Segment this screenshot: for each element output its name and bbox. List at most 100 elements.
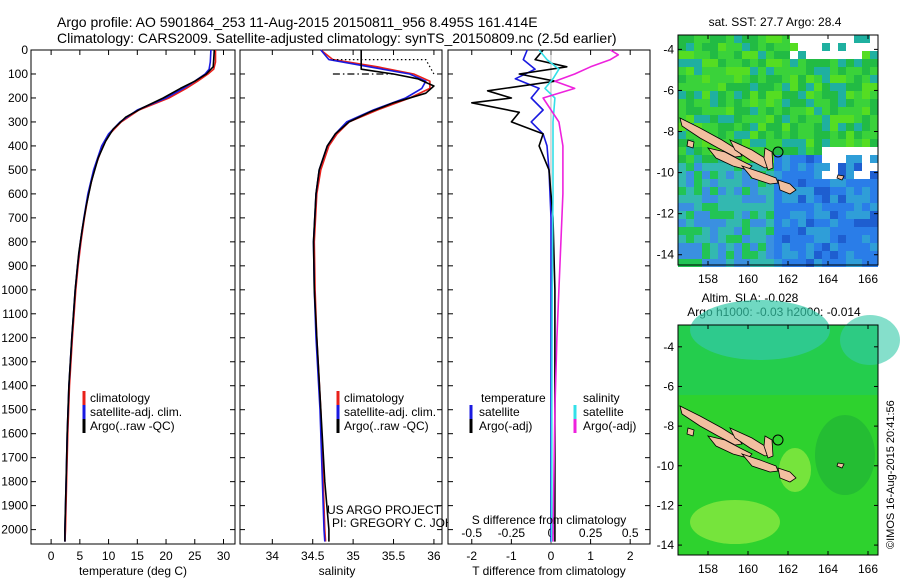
sst-cell bbox=[750, 91, 758, 99]
sst-cell bbox=[798, 115, 806, 123]
sst-cell bbox=[742, 131, 750, 139]
sst-cell bbox=[822, 59, 830, 67]
sst-cell bbox=[838, 179, 846, 187]
sst-cell bbox=[678, 139, 686, 147]
sst-cell bbox=[790, 59, 798, 67]
sst-cell bbox=[734, 227, 742, 235]
sst-cell bbox=[822, 259, 830, 267]
sst-cell bbox=[854, 235, 862, 243]
sst-cell bbox=[758, 91, 766, 99]
sst-cell bbox=[838, 163, 846, 171]
salinity-panel: 34 34.5 35 35.5 36 climatology satellite-adj… bbox=[239, 49, 488, 578]
sst-cell bbox=[774, 155, 782, 163]
map-y-tick-label: -10 bbox=[657, 166, 675, 180]
sst-cell bbox=[726, 83, 734, 91]
sst-cell bbox=[790, 243, 798, 251]
sst-cell bbox=[846, 83, 854, 91]
sst-cell bbox=[782, 211, 790, 219]
sst-cell bbox=[830, 91, 838, 99]
sst-cell bbox=[846, 227, 854, 235]
sst-cell bbox=[782, 99, 790, 107]
y-tick-label: 1600 bbox=[1, 427, 28, 441]
sst-cell bbox=[854, 59, 862, 67]
sst-cell bbox=[854, 131, 862, 139]
sst-cell bbox=[798, 59, 806, 67]
sst-cell bbox=[806, 123, 814, 131]
sst-cell bbox=[750, 75, 758, 83]
sst-cell bbox=[758, 115, 766, 123]
sst-cell bbox=[862, 195, 870, 203]
sst-cell bbox=[678, 99, 686, 107]
sst-cell bbox=[718, 51, 726, 59]
x-tick-label-salinity: -0.5 bbox=[461, 526, 482, 540]
sst-cell bbox=[798, 43, 806, 51]
sst-cell bbox=[782, 131, 790, 139]
sst-cell bbox=[854, 139, 862, 147]
sst-cell bbox=[734, 51, 742, 59]
sst-cell bbox=[814, 35, 822, 43]
sst-cell bbox=[702, 243, 710, 251]
sst-cell bbox=[790, 147, 798, 155]
series-line-dotted bbox=[332, 58, 435, 75]
sla-map-ticks: 158 160 162 164 166 -4 -6 -8 -10 -12 -14 bbox=[657, 325, 878, 576]
sst-cell bbox=[830, 259, 838, 267]
sst-cell bbox=[750, 83, 758, 91]
sst-cell bbox=[814, 67, 822, 75]
sst-cell bbox=[854, 259, 862, 267]
sst-cell bbox=[838, 35, 846, 43]
sst-cell bbox=[870, 187, 878, 195]
sst-cell bbox=[726, 227, 734, 235]
sst-cell bbox=[678, 107, 686, 115]
sst-cell bbox=[742, 99, 750, 107]
sst-cell bbox=[782, 235, 790, 243]
sst-cell bbox=[734, 35, 742, 43]
sst-cell bbox=[806, 107, 814, 115]
sst-cell bbox=[726, 163, 734, 171]
sst-cell bbox=[798, 83, 806, 91]
sst-cell bbox=[742, 179, 750, 187]
sst-cell bbox=[694, 75, 702, 83]
sst-cell bbox=[734, 259, 742, 267]
sst-cell bbox=[870, 243, 878, 251]
sst-cell bbox=[774, 251, 782, 259]
t-difference-xlabel: T difference from climatology bbox=[472, 564, 626, 578]
sst-cell bbox=[830, 227, 838, 235]
sst-cell bbox=[830, 235, 838, 243]
sla-map-islands bbox=[679, 405, 845, 483]
sst-cell bbox=[726, 235, 734, 243]
sst-cell bbox=[742, 107, 750, 115]
sst-cell bbox=[806, 211, 814, 219]
sst-cell bbox=[766, 187, 774, 195]
sst-cell bbox=[694, 83, 702, 91]
map-y-tick-label: -6 bbox=[663, 379, 674, 393]
sst-cell bbox=[838, 51, 846, 59]
sst-cell bbox=[870, 75, 878, 83]
sst-cell bbox=[694, 259, 702, 267]
sst-cell bbox=[726, 179, 734, 187]
sst-cell bbox=[686, 107, 694, 115]
sst-cell bbox=[750, 123, 758, 131]
legend-label-climatology: climatology bbox=[344, 391, 404, 405]
sst-cell bbox=[830, 67, 838, 75]
sst-cell bbox=[814, 187, 822, 195]
sst-cell bbox=[790, 163, 798, 171]
sst-cell bbox=[686, 155, 694, 163]
y-tick-label: 300 bbox=[8, 115, 28, 129]
sst-cell bbox=[838, 67, 846, 75]
imos-timestamp: ©IMOS 16-Aug-2015 20:41:56 bbox=[885, 400, 897, 549]
sst-cell bbox=[806, 203, 814, 211]
sla-map-frame bbox=[677, 324, 879, 556]
sst-cell bbox=[838, 211, 846, 219]
sst-cell bbox=[870, 147, 878, 155]
legend-label-climatology: climatology bbox=[90, 391, 150, 405]
sst-cell bbox=[782, 203, 790, 211]
sst-cell bbox=[710, 107, 718, 115]
sst-cell bbox=[710, 43, 718, 51]
sst-cell bbox=[854, 187, 862, 195]
sst-cell bbox=[750, 243, 758, 251]
sst-cell bbox=[678, 123, 686, 131]
sst-cell bbox=[806, 139, 814, 147]
legend-title-temperature: temperature bbox=[481, 391, 546, 405]
sst-cell bbox=[718, 235, 726, 243]
